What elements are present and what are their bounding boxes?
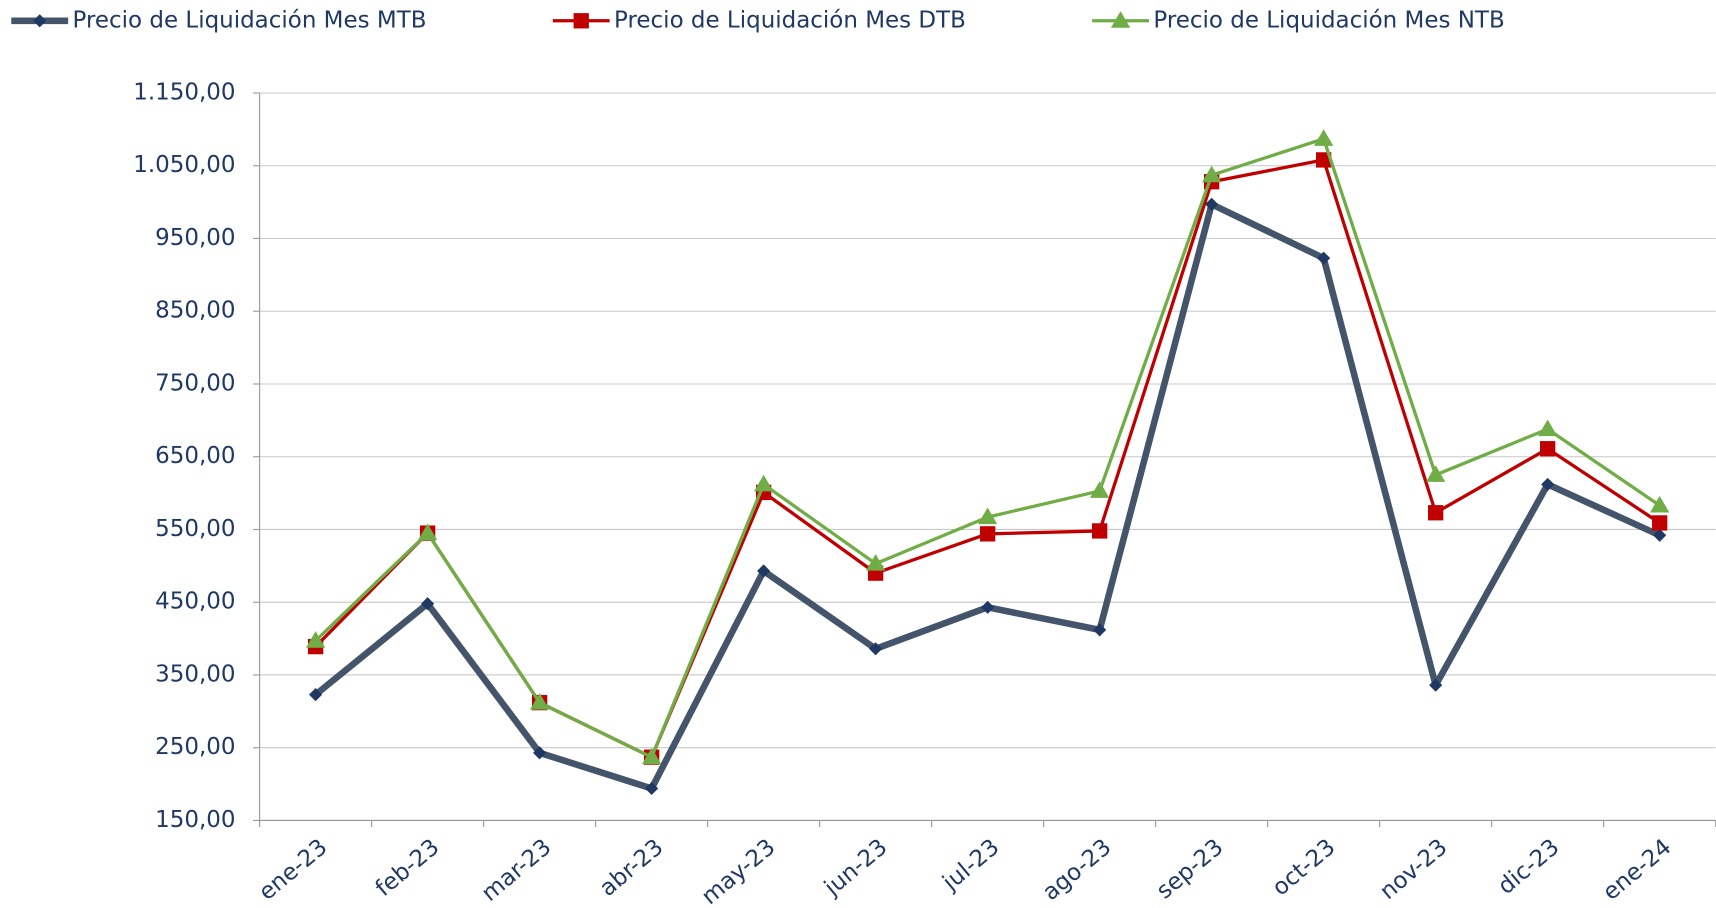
marker	[417, 523, 438, 541]
marker	[1315, 152, 1332, 168]
x-tick-label: oct-23	[1268, 834, 1341, 901]
marker	[981, 600, 995, 614]
marker	[1426, 465, 1446, 482]
legend-label: Precio de Liquidación Mes MTB	[73, 7, 427, 33]
series-line	[313, 201, 1662, 792]
marker	[1540, 441, 1556, 457]
x-tick-label: nov-23	[1375, 834, 1452, 905]
y-tick-label: 850,00	[155, 298, 235, 324]
legend-label: Precio de Liquidación Mes NTB	[1153, 7, 1504, 33]
x-tick-label: abr-23	[595, 834, 669, 902]
x-tick-label: feb-23	[371, 834, 445, 902]
x-tick-label: may-23	[697, 834, 780, 908]
x-tick-label: dic-23	[1493, 834, 1564, 900]
y-tick-label: 250,00	[155, 734, 235, 760]
y-tick-label: 350,00	[155, 661, 235, 687]
marker	[645, 781, 659, 796]
y-tick-label: 650,00	[155, 443, 235, 469]
marker	[1650, 495, 1670, 513]
marker	[33, 14, 47, 28]
marker	[573, 13, 589, 29]
marker	[978, 507, 998, 525]
x-tick-label: ene-24	[1598, 834, 1676, 906]
marker	[533, 746, 547, 760]
legend-label: Precio de Liquidación Mes DTB	[614, 7, 966, 33]
marker	[1428, 505, 1444, 521]
marker	[979, 526, 996, 542]
marker	[869, 642, 883, 656]
y-tick-label: 550,00	[155, 516, 235, 542]
y-tick-label: 150,00	[155, 807, 235, 833]
marker	[1205, 197, 1219, 211]
x-tick-label: ago-23	[1038, 834, 1116, 906]
marker	[753, 474, 774, 492]
x-tick-label: jun-23	[819, 834, 892, 901]
marker	[1091, 523, 1108, 539]
marker	[1093, 623, 1107, 637]
x-tick-label: ene-23	[254, 834, 332, 906]
marker	[866, 554, 886, 571]
marker	[757, 564, 771, 578]
marker	[1652, 515, 1668, 531]
y-tick-label: 1.050,00	[133, 152, 235, 178]
marker	[641, 747, 662, 765]
y-tick-label: 1.150,00	[133, 79, 235, 105]
marker	[1202, 165, 1222, 183]
y-tick-label: 950,00	[155, 225, 235, 251]
marker	[309, 688, 323, 702]
x-tick-label: jul-23	[937, 834, 1004, 896]
series-line	[314, 137, 1661, 759]
marker	[1090, 481, 1110, 498]
marker	[1110, 11, 1131, 28]
y-tick-label: 750,00	[155, 370, 235, 396]
marker	[1541, 477, 1555, 491]
marker	[305, 631, 326, 648]
y-tick-label: 450,00	[155, 589, 235, 615]
marker	[1538, 419, 1558, 437]
marker	[1314, 129, 1334, 146]
x-tick-label: mar-23	[477, 834, 556, 907]
marker	[529, 693, 550, 710]
x-tick-label: sep-23	[1152, 834, 1229, 904]
